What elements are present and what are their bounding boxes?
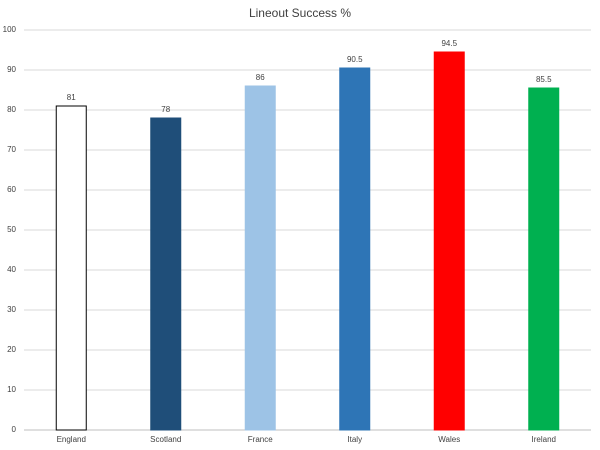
bar [433,51,465,431]
x-tick-label: Wales [438,435,460,444]
data-label: 90.5 [347,55,363,64]
y-tick-label: 0 [12,425,17,434]
x-tick-label: Ireland [532,435,556,444]
y-tick-label: 80 [7,105,16,114]
bar [55,105,87,431]
y-tick-label: 70 [7,145,16,154]
y-tick-label: 40 [7,265,16,274]
y-tick-label: 90 [7,65,16,74]
bar [339,67,371,431]
bar [150,117,182,431]
data-label: 94.5 [441,39,457,48]
chart-title: Lineout Success % [249,6,351,20]
data-label: 86 [256,73,265,82]
x-tick-label: Italy [347,435,362,444]
y-tick-label: 60 [7,185,16,194]
y-tick-label: 10 [7,385,16,394]
bar [528,87,560,431]
y-tick-label: 30 [7,305,16,314]
y-tick-label: 20 [7,345,16,354]
x-tick-label: Scotland [150,435,181,444]
data-label: 78 [161,105,170,114]
y-tick-label: 50 [7,225,16,234]
x-tick-label: England [57,435,86,444]
y-tick-label: 100 [3,25,17,34]
data-label: 85.5 [536,75,552,84]
bar [244,85,276,431]
x-tick-label: France [248,435,273,444]
data-label: 81 [67,93,76,102]
